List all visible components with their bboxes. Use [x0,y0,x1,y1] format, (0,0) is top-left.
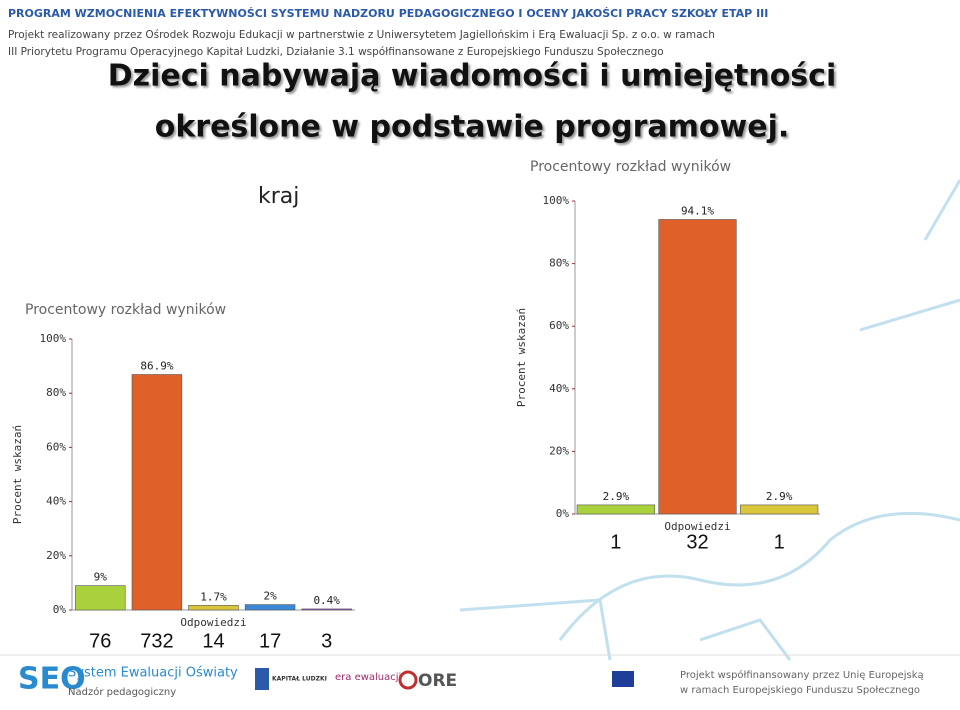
bar [740,504,819,515]
x-axis-label: Odpowiedzi [664,520,730,533]
footer: SEO System Ewaluacji Oświaty Nadzór peda… [0,654,960,698]
slide-title: określone w podstawie programowej. [155,110,790,145]
count-label: 32 [686,531,708,553]
count-label: 1 [774,531,785,553]
header-line: Projekt realizowany przez Ośrodek Rozwoj… [8,29,715,41]
y-tick-label: 40% [46,495,66,508]
value-label: 2.9% [766,490,793,503]
x-axis-label: Odpowiedzi [180,616,246,629]
y-tick-label: 80% [549,257,569,270]
value-label: 9% [94,571,108,584]
program-title: PROGRAM WZMOCNIENIA EFEKTYWNOŚCI SYSTEMU… [8,7,768,20]
count-label: 76 [89,630,111,652]
value-label: 94.1% [681,204,714,217]
decoration [459,179,960,661]
y-axis-label: Procent wskazań [11,425,24,524]
count-label: 17 [259,630,281,652]
y-tick-label: 100% [543,194,570,207]
value-label: 1.7% [200,590,227,603]
footer-ore: ORE [418,671,457,691]
bar [301,608,352,611]
seo-logo: SEO [18,662,86,697]
footer-eu: Projekt współfinansowany przez Unię Euro… [680,669,924,681]
y-tick-label: 20% [549,444,569,457]
kl-logo [255,668,269,690]
value-label: 0.4% [313,594,340,607]
value-label: 86.9% [140,360,173,373]
eu-flag [612,671,634,687]
bar [244,604,296,611]
bar [75,585,126,611]
footer-era: era ewaluacji [335,672,401,683]
count-label: 3 [321,630,332,652]
y-tick-label: 60% [549,319,569,332]
ore-logo [398,670,418,690]
y-tick-label: 60% [46,440,66,453]
y-tick-label: 40% [549,382,569,395]
footer-system: System Ewaluacji Oświaty [68,666,238,681]
slide-title: Dzieci nabywają wiadomości i umiejętnośc… [108,59,836,94]
value-label: 2% [263,590,277,603]
y-tick-label: 0% [53,603,67,616]
bar [131,374,183,611]
bar [576,504,655,515]
count-label: 1 [610,531,621,553]
count-label: 14 [202,630,224,652]
region-label: kraj [258,184,299,209]
footer-kl: KAPITAŁ LUDZKI [272,676,327,683]
bar [658,219,737,515]
chart-title: Procentowy rozkład wyników [530,159,731,175]
y-tick-label: 100% [40,332,67,345]
footer-subtitle: Nadzór pedagogiczny [68,686,176,698]
y-tick-label: 80% [46,386,66,399]
chart-title: Procentowy rozkład wyników [25,302,226,318]
y-axis-label: Procent wskazań [515,308,528,407]
bar [188,605,239,611]
count-label: 732 [140,630,173,652]
y-tick-label: 20% [46,549,66,562]
value-label: 2.9% [603,490,630,503]
footer-eu: w ramach Europejskiego Funduszu Społeczn… [680,685,920,696]
y-tick-label: 0% [556,507,570,520]
header-line: III Priorytetu Programu Operacyjnego Kap… [8,46,664,58]
